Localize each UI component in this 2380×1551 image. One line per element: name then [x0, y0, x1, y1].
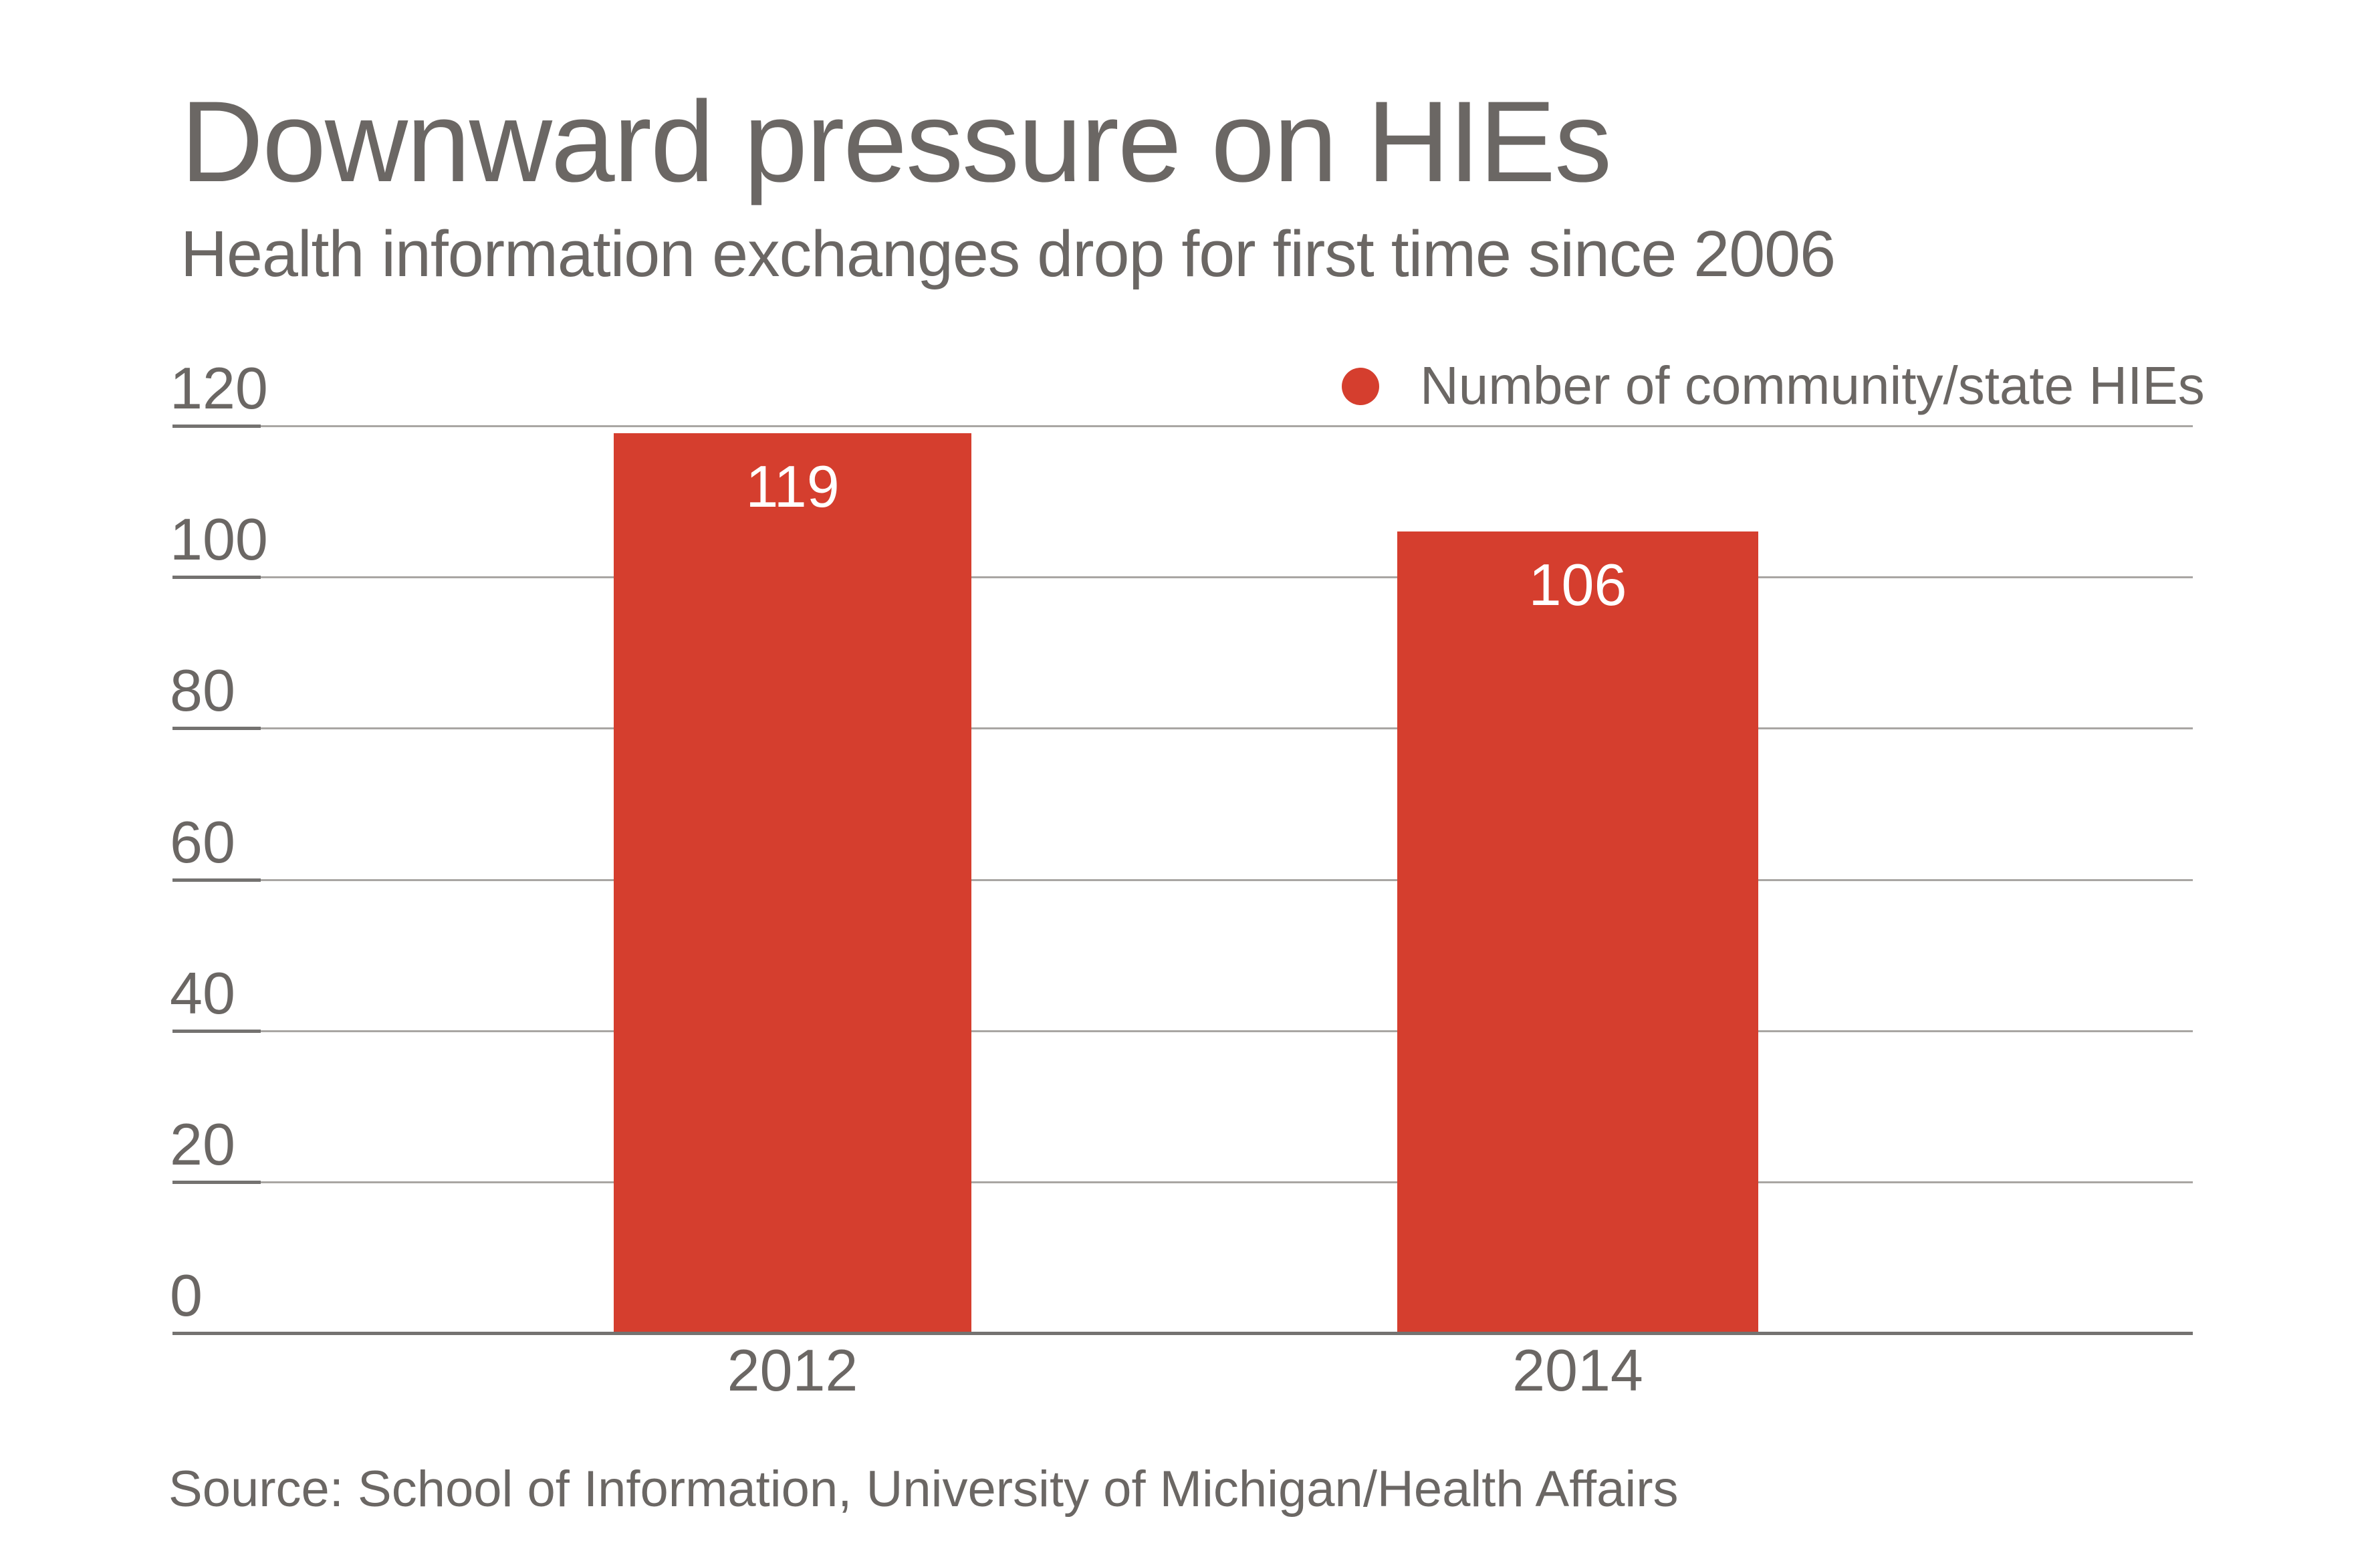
- legend-label: Number of community/state HIEs: [1420, 356, 2205, 415]
- bar-2014: [1397, 531, 1758, 1332]
- gridline: [172, 1181, 2193, 1183]
- y-axis-label: 100: [170, 506, 268, 572]
- x-axis-line: [172, 1332, 2193, 1335]
- y-axis-label: 0: [170, 1262, 203, 1328]
- gridline: [172, 425, 2193, 427]
- y-axis-label: 40: [170, 960, 235, 1026]
- source-note: Source: School of Information, Universit…: [168, 1461, 1679, 1518]
- x-axis-label: 2012: [727, 1337, 858, 1403]
- y-axis-label: 80: [170, 657, 235, 723]
- legend-dot-icon: [1342, 368, 1379, 405]
- bar-value-label: 119: [745, 453, 840, 519]
- x-axis-label: 2014: [1512, 1337, 1643, 1403]
- y-axis-label: 20: [170, 1111, 235, 1177]
- y-axis-label: 120: [170, 355, 268, 421]
- gridline: [172, 727, 2193, 729]
- y-tick-mark: [172, 878, 261, 882]
- bar-2012: [614, 433, 971, 1332]
- y-tick-mark: [172, 425, 261, 428]
- y-tick-mark: [172, 1030, 261, 1033]
- bar-value-label: 106: [1528, 552, 1627, 618]
- gridline: [172, 576, 2193, 578]
- chart-subtitle: Health information exchanges drop for fi…: [181, 217, 1836, 290]
- y-axis-label: 60: [170, 809, 235, 875]
- y-tick-mark: [172, 576, 261, 579]
- y-tick-mark: [172, 1181, 261, 1184]
- gridline: [172, 879, 2193, 881]
- gridline: [172, 1030, 2193, 1032]
- chart-title: Downward pressure on HIEs: [181, 78, 1612, 206]
- y-tick-mark: [172, 727, 261, 730]
